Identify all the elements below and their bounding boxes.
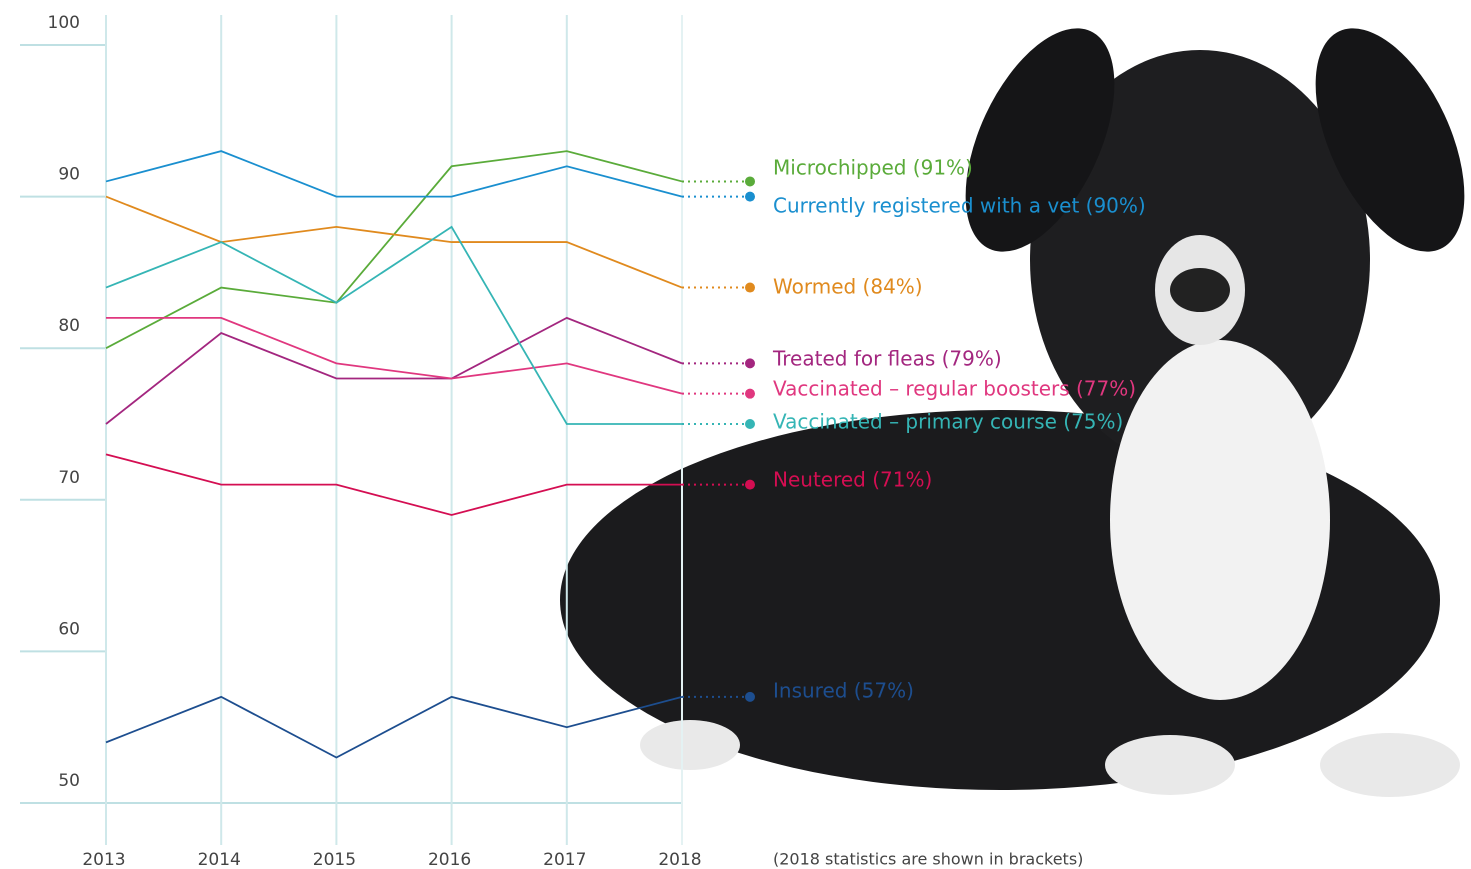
plot-area: Microchipped (91%) Currently registered w… [105,150,1146,759]
y-tick-label: 50 [58,771,80,791]
x-tick-label: 2013 [82,850,125,869]
dog-illustration [560,28,1465,797]
x-tick-label: 2016 [428,850,471,869]
note: (2018 statistics are shown in brackets) [773,850,1083,869]
legend-label: Vaccinated – primary course (75%) [773,410,1123,434]
y-tick-label: 60 [58,619,80,639]
legend-label: Microchipped (91%) [773,156,973,180]
legend-label: Currently registered with a vet (90%) [773,194,1146,218]
y-tick-label: 90 [58,165,80,185]
y-tick-label: 100 [48,13,80,33]
legend-label: Vaccinated – regular boosters (77%) [773,377,1136,401]
end-dot [745,282,755,293]
series-line [105,316,683,425]
end-dot [745,419,755,429]
end-dot [745,176,755,187]
end-dot [745,479,755,490]
legend-label: Neutered (71%) [773,468,932,492]
x-tick-label: 2018 [658,850,701,869]
x-tick-label: 2017 [543,850,586,869]
x-tick-label: 2014 [198,850,241,869]
end-dot [745,191,755,202]
y-tick-label: 70 [58,468,80,488]
legend-label: Treated for fleas (79%) [772,347,1002,371]
grid: 50 60 70 80 90 100 2013 2014 2015 2016 2017 2018 [20,13,702,869]
y-tick-label: 80 [58,316,80,336]
series-line [105,195,683,289]
end-dot [745,388,755,399]
series-line [105,150,683,198]
series-line [105,225,682,425]
x-tick-label: 2015 [313,850,356,869]
series-line [106,316,683,395]
end-dot [745,691,755,702]
end-dot [745,358,755,369]
series-line [105,453,682,516]
legend-label: Insured (57%) [773,679,914,703]
series-line [105,695,683,759]
legend-label: Wormed (84%) [773,275,923,299]
